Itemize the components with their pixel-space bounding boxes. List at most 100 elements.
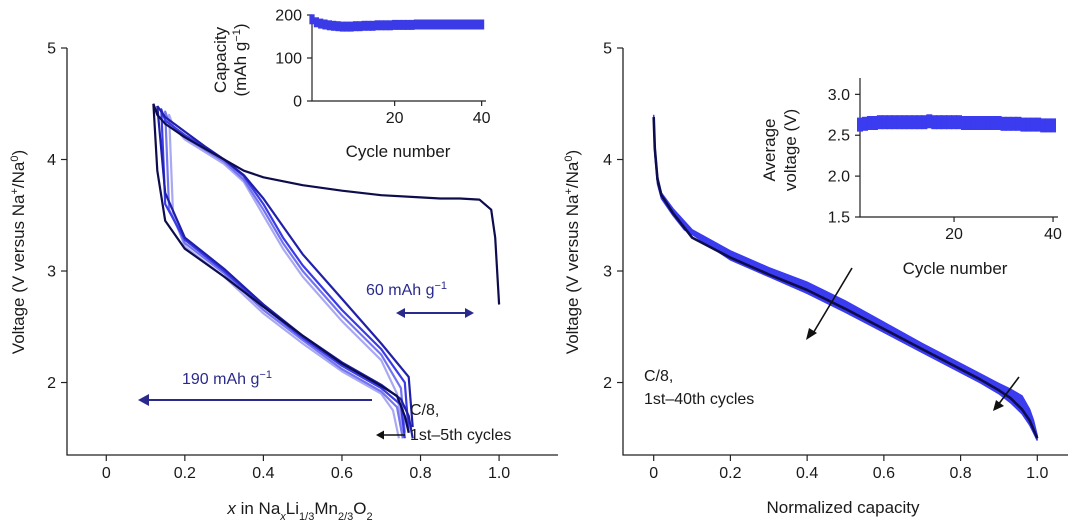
- left-inset-point: [405, 19, 411, 30]
- right-inset-point: [990, 116, 997, 130]
- right-inset-x-label: Cycle number: [903, 259, 1008, 278]
- left-inset-x-label: Cycle number: [346, 142, 451, 161]
- left-main-x-tick-label: 0.4: [252, 465, 274, 482]
- right-main-x-tick-label: 1.0: [1026, 465, 1048, 482]
- right-inset-chart: 1.52.02.53.0 20 40 Cycle number Average v…: [760, 78, 1062, 278]
- right-inset-point: [901, 115, 908, 130]
- right-series-first-cycle: [652, 117, 1039, 439]
- right-inset-y-label-line1: Average: [760, 118, 779, 181]
- right-inset-point: [951, 115, 957, 130]
- left-main-axes: [66, 48, 558, 456]
- left-main-y-tick-label: 3: [47, 264, 56, 281]
- left-main-chart: 2 3 4 5 0 0.2 0.4 0.6 0.8 1.0 Voltage (V versus …: [9, 41, 558, 523]
- left-inset-point: [435, 19, 441, 30]
- left-inset-chart: 0 100 200 20 40 Cycle number Capacity (mAh …: [211, 8, 491, 162]
- left-inset-point: [457, 19, 463, 30]
- right-inset-point: [916, 115, 923, 130]
- left-inset-point: [313, 17, 319, 28]
- right-inset-point: [1045, 118, 1052, 133]
- left-series-line: [160, 108, 410, 439]
- right-trend-arrow-upper: [811, 267, 853, 336]
- right-inset-point: [926, 114, 933, 129]
- left-main-x-label: x in NaxLi1/3Mn2/3O2: [226, 499, 372, 523]
- right-inset-point: [1040, 118, 1047, 133]
- right-inset-y-ticks: 1.5 2.0 2.5 3.0: [828, 87, 860, 227]
- right-main-axes: [622, 48, 1068, 456]
- left-inset-point: [396, 19, 402, 30]
- left-inset-point: [318, 18, 324, 29]
- left-inset-point: [400, 19, 406, 30]
- left-inset-point: [374, 20, 380, 31]
- right-inset-point: [995, 116, 1002, 130]
- left-inset-point: [470, 19, 476, 30]
- left-main-x-tick-label: 0.8: [409, 465, 431, 482]
- left-inset-y-tick-label: 0: [293, 94, 302, 111]
- right-main-x-ticks: 0 0.2 0.4 0.6 0.8 1.0: [649, 455, 1049, 482]
- right-main-series: [652, 114, 1039, 441]
- left-inset-point: [379, 20, 385, 31]
- left-inset-point: [309, 14, 315, 25]
- left-inset-y-tick-label: 200: [275, 8, 302, 25]
- right-inset-point: [961, 116, 967, 130]
- right-inset-point: [857, 117, 863, 132]
- right-trend-arrow-upper-head: [806, 328, 817, 340]
- right-inset-point: [970, 116, 977, 130]
- left-inset-points: [309, 14, 485, 32]
- left-main-y-label: Voltage (V versus Na+/Na0): [9, 150, 28, 354]
- right-inset-point: [946, 115, 953, 130]
- right-main-y-label: Voltage (V versus Na+/Na0): [563, 150, 582, 354]
- right-main-y-tick-label: 2: [603, 375, 612, 392]
- left-main-series: [152, 103, 501, 439]
- left-inset-point: [413, 19, 419, 30]
- right-rate-label: C/8,: [644, 368, 673, 385]
- right-inset-point: [1030, 117, 1037, 132]
- right-inset-y-tick-label: 3.0: [828, 87, 850, 104]
- left-inset-point: [322, 19, 328, 30]
- left-inset-point: [361, 20, 367, 31]
- right-inset-point: [921, 115, 928, 130]
- right-inset-y-tick-label: 2.0: [828, 169, 850, 186]
- right-main-x-tick-label: 0.6: [873, 465, 895, 482]
- right-inset-point: [1050, 118, 1056, 133]
- left-inset-x-tick-label: 20: [386, 110, 404, 127]
- left-inset-point: [452, 19, 459, 30]
- right-inset-point: [862, 116, 868, 131]
- left-inset-point: [326, 20, 332, 31]
- right-main-x-tick-label: 0: [649, 465, 658, 482]
- left-rate-label: C/8,: [410, 402, 439, 419]
- charge-capacity-label: 60 mAh g−1: [366, 280, 447, 299]
- right-inset-point: [866, 116, 873, 130]
- right-band-edge: [652, 114, 1039, 437]
- right-inset-point: [975, 116, 982, 130]
- left-inset-y-label-line1: Capacity: [211, 26, 230, 93]
- right-inset-x-tick-label: 40: [1044, 226, 1062, 243]
- right-main-y-tick-label: 5: [603, 41, 612, 58]
- left-inset-point: [409, 19, 415, 30]
- left-inset-point: [431, 19, 437, 30]
- left-main-x-tick-label: 1.0: [488, 465, 510, 482]
- right-inset-point: [886, 115, 893, 130]
- right-inset-point: [985, 116, 992, 130]
- right-inset-point: [956, 115, 962, 130]
- left-inset-point: [383, 20, 389, 31]
- left-inset-point: [370, 20, 376, 31]
- right-main-y-ticks: 2 3 4 5: [603, 41, 623, 392]
- right-inset-points: [857, 114, 1056, 133]
- right-inset-point: [1020, 117, 1027, 132]
- left-inset-point: [348, 21, 354, 32]
- left-series-line: [156, 105, 414, 428]
- charge-arrow-head-left: [396, 308, 405, 318]
- left-inset-y-label-line2: (mAh g−1): [231, 23, 250, 96]
- left-inset-point: [426, 19, 432, 30]
- left-inset-y-tick-label: 100: [275, 51, 302, 68]
- right-inset-point: [871, 116, 878, 130]
- left-inset-x-ticks: 20 40: [386, 101, 491, 127]
- right-inset-point: [936, 115, 943, 130]
- right-inset-point: [931, 115, 938, 130]
- right-inset-point: [1005, 116, 1012, 131]
- right-inset-point: [876, 115, 883, 130]
- left-inset-point: [392, 19, 398, 30]
- right-main-x-label: Normalized capacity: [766, 498, 920, 517]
- left-cycles-label: 1st–5th cycles: [410, 427, 511, 444]
- right-inset-point: [965, 116, 972, 130]
